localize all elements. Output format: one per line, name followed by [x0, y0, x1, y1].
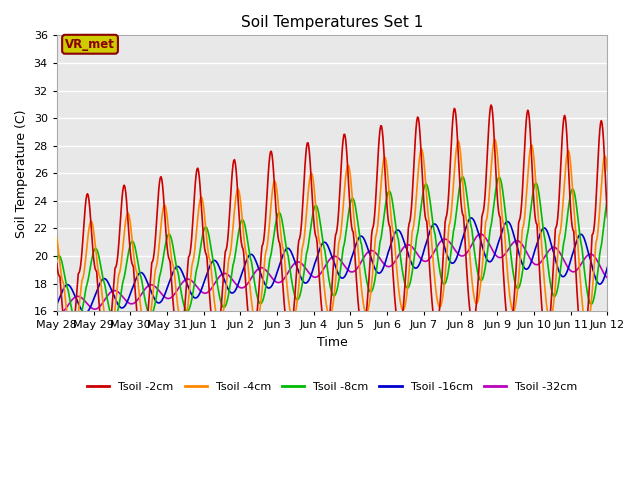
Legend: Tsoil -2cm, Tsoil -4cm, Tsoil -8cm, Tsoil -16cm, Tsoil -32cm: Tsoil -2cm, Tsoil -4cm, Tsoil -8cm, Tsoi…	[83, 377, 582, 396]
Title: Soil Temperatures Set 1: Soil Temperatures Set 1	[241, 15, 423, 30]
Text: VR_met: VR_met	[65, 38, 115, 51]
Y-axis label: Soil Temperature (C): Soil Temperature (C)	[15, 109, 28, 238]
X-axis label: Time: Time	[317, 336, 348, 349]
